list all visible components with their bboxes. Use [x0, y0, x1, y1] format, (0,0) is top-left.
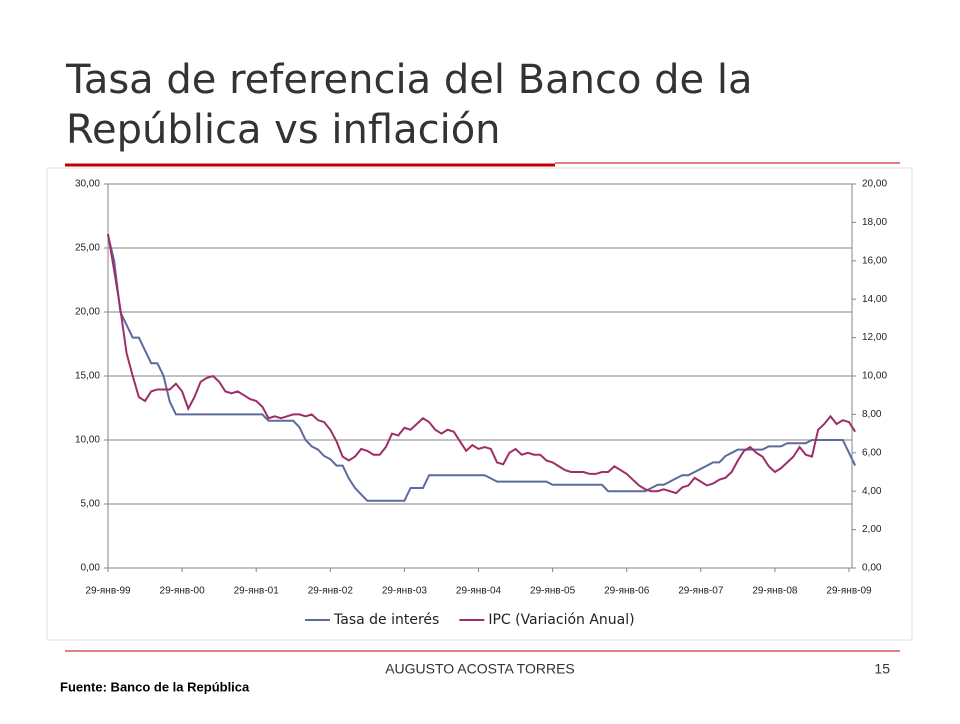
series-line	[107, 234, 857, 502]
y2-tick-label: 6,00	[862, 447, 882, 458]
y2-tick-label: 2,00	[862, 524, 882, 535]
x-tick-label: 29-янв-00	[160, 586, 206, 597]
x-tick-label: 29-янв-04	[456, 586, 502, 597]
title-line: República vs inflación	[66, 107, 501, 153]
y-tick-label: 5,00	[81, 499, 101, 510]
y2-tick-label: 20,00	[862, 179, 887, 190]
y-tick-label: 10,00	[75, 435, 100, 446]
x-tick-label: 29-янв-08	[752, 586, 798, 597]
y2-tick-label: 16,00	[862, 255, 887, 266]
y2-tick-label: 0,00	[862, 563, 882, 574]
y2-tick-label: 8,00	[862, 409, 882, 420]
y2-tick-label: 4,00	[862, 486, 882, 497]
x-tick-label: 29-янв-05	[530, 586, 576, 597]
page-number: 15	[874, 661, 890, 677]
y2-tick-label: 10,00	[862, 371, 887, 382]
x-tick-label: 29-янв-07	[678, 586, 724, 597]
x-tick-label: 29-янв-01	[234, 586, 280, 597]
series-line	[107, 233, 857, 495]
legend-label: IPC (Variación Anual)	[488, 612, 634, 628]
y-tick-label: 25,00	[75, 243, 100, 254]
legend-label: Tasa de interés	[333, 612, 439, 628]
y2-tick-label: 18,00	[862, 217, 887, 228]
y-tick-label: 30,00	[75, 179, 100, 190]
source: Fuente: Banco de la República	[60, 679, 250, 694]
title-line: Tasa de referencia del Banco de la	[65, 57, 752, 103]
y-tick-label: 20,00	[75, 307, 100, 318]
x-tick-label: 29-янв-09	[826, 586, 872, 597]
chart-area	[46, 167, 913, 641]
y2-tick-label: 14,00	[862, 294, 887, 305]
author: AUGUSTO ACOSTA TORRES	[385, 661, 575, 677]
y-tick-label: 0,00	[81, 563, 101, 574]
x-tick-label: 29-янв-99	[85, 586, 131, 597]
y2-tick-label: 12,00	[862, 332, 887, 343]
y-tick-label: 15,00	[75, 371, 100, 382]
x-tick-label: 29-янв-06	[604, 586, 650, 597]
x-tick-label: 29-янв-02	[308, 586, 354, 597]
x-tick-label: 29-янв-03	[382, 586, 428, 597]
